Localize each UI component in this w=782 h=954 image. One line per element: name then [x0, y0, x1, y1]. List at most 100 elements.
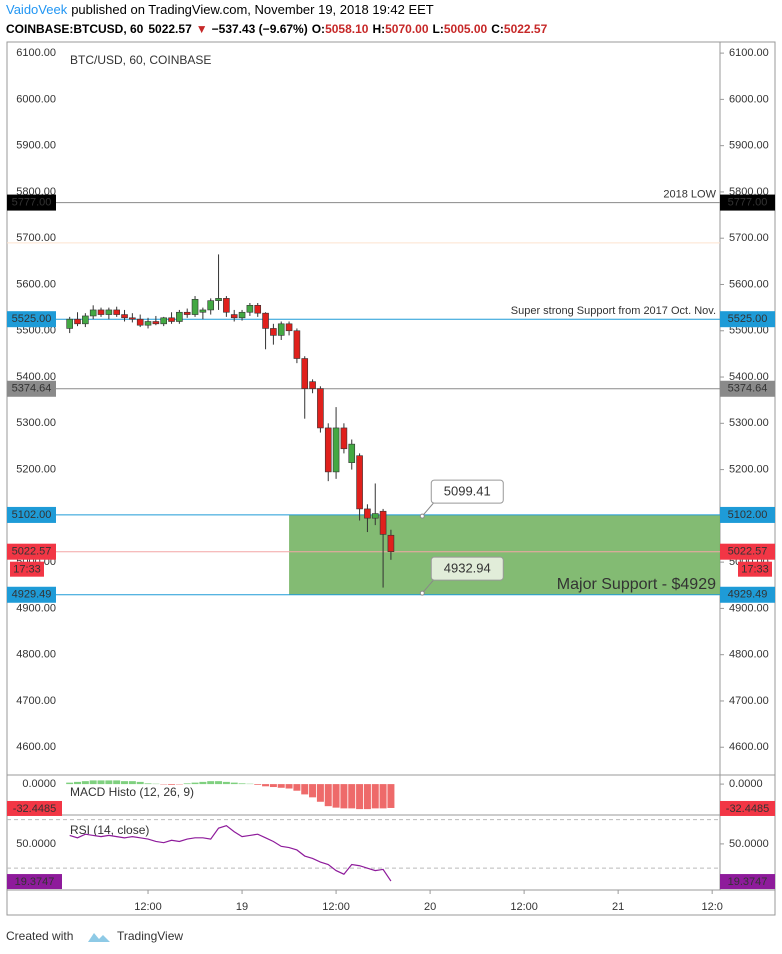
author: VaidoVeek	[6, 2, 68, 17]
published: published on TradingView.com, November 1…	[71, 2, 434, 17]
macd-bar	[348, 784, 356, 809]
last: 5022.57	[148, 22, 192, 36]
candle-body	[356, 455, 363, 510]
macd-bar	[97, 780, 105, 785]
frame	[6, 41, 776, 916]
macd-bar	[324, 784, 332, 807]
candle-body	[183, 311, 191, 315]
y-tick-label: 5700.00	[729, 232, 769, 244]
level-tag-label: 5022.57	[728, 546, 768, 558]
macd-bar	[168, 784, 176, 785]
candle-body	[379, 510, 387, 535]
macd-bar	[238, 783, 246, 785]
candle-body	[348, 443, 356, 463]
footer-logo	[88, 933, 110, 942]
macd-bar	[215, 781, 223, 785]
macd-bar	[269, 784, 277, 788]
y-tick-label: 5400.00	[16, 371, 56, 383]
macd-bar	[379, 784, 387, 809]
callout-label: 5099.41	[444, 484, 491, 499]
macd-bar	[207, 781, 215, 785]
x-tick-label: 19	[236, 901, 248, 913]
macd-bar	[81, 781, 89, 785]
candle-body	[168, 317, 175, 322]
y-tick-label: 5200.00	[729, 463, 769, 475]
macd-bar	[363, 784, 371, 810]
x-tick-label: 12:0	[701, 901, 722, 913]
y-tick-label: 50.0000	[16, 838, 56, 850]
level-tag-label: 5525.00	[728, 313, 768, 325]
macd-bar	[222, 781, 230, 785]
callout-pointer	[421, 501, 435, 517]
candle-body	[285, 323, 293, 332]
candle-body	[262, 312, 269, 329]
ohlc-key: O:	[312, 22, 325, 36]
level-tag	[720, 543, 775, 560]
callout-label: 4932.94	[444, 561, 491, 576]
y-tick-label: 6000.00	[16, 93, 56, 105]
countdown: 17:33	[13, 564, 41, 576]
candle-body	[129, 317, 136, 320]
y-tick-label: 5500.00	[729, 325, 769, 337]
level-tag	[720, 380, 775, 397]
candle-body	[371, 513, 379, 519]
level-tag	[7, 380, 56, 397]
level-tag-label: 5374.64	[728, 383, 768, 395]
candle-body	[293, 330, 301, 359]
y-tick-label: 5300.00	[729, 417, 769, 429]
candle-body	[215, 298, 222, 301]
macd-bar	[191, 782, 199, 785]
x-tick-label: 12:00	[134, 901, 162, 913]
ohlc-key: C:	[491, 22, 504, 36]
macd-bar	[356, 784, 364, 810]
symbol: COINBASE:BTCUSD, 60	[6, 22, 144, 36]
candle-body	[324, 427, 332, 473]
rsi-title: RSI (14, close)	[70, 823, 149, 837]
y-tick-label: 50.0000	[729, 838, 769, 850]
level-text: Super strong Support from 2017 Oct. Nov.	[511, 305, 716, 317]
macd-last-label: -32.4485	[13, 803, 56, 815]
chart-title: BTC/USD, 60, COINBASE	[70, 53, 211, 67]
zone-text: Major Support - $4929	[557, 576, 716, 593]
macd-bar	[199, 781, 207, 785]
candle-body	[246, 305, 254, 313]
x-tick-label: 12:00	[510, 901, 538, 913]
candle-body	[309, 381, 316, 389]
macd-last-tag	[720, 800, 775, 816]
macd-bar	[144, 783, 152, 785]
footer-brand: TradingView	[117, 929, 183, 943]
candle-body	[317, 388, 324, 429]
candle-body	[160, 317, 168, 325]
macd-bar	[332, 784, 340, 808]
ohlc-key: L:	[433, 22, 444, 36]
callout-box	[430, 479, 504, 504]
level-tag	[7, 586, 56, 603]
candle-body	[332, 427, 340, 473]
macd-bar	[89, 780, 97, 785]
macd-last-tag	[7, 800, 62, 816]
y-tick-label: 5500.00	[16, 325, 56, 337]
y-tick-label: 5400.00	[729, 371, 769, 383]
rsi-last-label: 19.3747	[728, 876, 768, 888]
macd-bar	[121, 781, 129, 785]
level-tag	[7, 543, 56, 560]
y-tick-label: 0.0000	[729, 778, 763, 790]
candle-body	[238, 311, 246, 319]
level-tag	[720, 586, 775, 603]
candle-body	[121, 314, 128, 319]
footer-text: Created with	[6, 929, 73, 943]
level-tag-label: 4929.49	[12, 589, 52, 601]
y-tick-label: 4800.00	[16, 649, 56, 661]
candle-body	[191, 298, 199, 315]
change: −537.43 (−9.67%)	[212, 22, 308, 36]
rsi-last-tag	[7, 874, 62, 890]
plot	[7, 202, 720, 596]
macd-last-label: -32.4485	[726, 803, 769, 815]
level-tag-label: 5777.00	[12, 196, 52, 208]
macd-bar	[285, 784, 293, 789]
y-tick-label: 6100.00	[729, 47, 769, 59]
callout-anchor	[419, 513, 425, 519]
y-tick-label: 4900.00	[16, 602, 56, 614]
candle-body	[152, 321, 160, 325]
